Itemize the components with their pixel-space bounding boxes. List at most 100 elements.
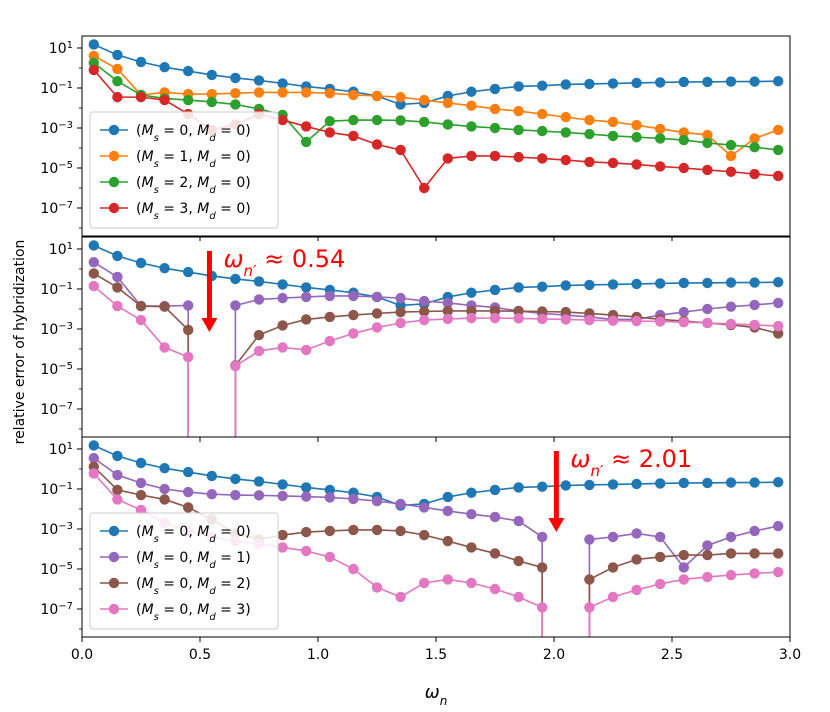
data-point <box>537 313 548 325</box>
legend-entry: (Ms = 1, Md = 0) <box>136 149 251 170</box>
panel-2: 101 10−1 10−3 10−5 10−7 ωn′ ≈ 0.54 <box>40 236 791 442</box>
data-point <box>230 473 241 485</box>
legend-marker <box>108 150 120 162</box>
data-point <box>348 130 359 142</box>
data-point <box>324 484 335 496</box>
data-point <box>301 291 312 303</box>
data-point <box>230 489 241 501</box>
y-tick-label: 10−1 <box>40 281 73 299</box>
arrow-shaft <box>206 251 212 318</box>
data-point <box>253 276 265 287</box>
data-point <box>773 144 784 156</box>
data-point <box>702 303 713 315</box>
data-point <box>725 139 737 151</box>
data-point <box>749 525 760 537</box>
data-point <box>607 479 619 490</box>
data-point <box>135 477 147 489</box>
data-point <box>324 311 335 323</box>
data-point <box>702 540 713 551</box>
data-point <box>607 315 619 326</box>
data-point <box>631 159 642 170</box>
y-tick-label: 101 <box>49 441 73 459</box>
data-point <box>395 99 406 110</box>
data-point <box>277 320 288 331</box>
data-point <box>112 75 123 87</box>
data-point <box>725 318 737 330</box>
series-line <box>93 43 779 106</box>
data-point <box>584 602 595 613</box>
data-point <box>655 278 666 289</box>
x-axis-label: ωn <box>425 682 448 708</box>
legend-entry: (Ms = 0, Md = 0) <box>136 123 251 144</box>
data-point <box>749 299 760 311</box>
data-point <box>135 91 147 103</box>
data-point <box>183 65 194 77</box>
data-point <box>537 153 548 164</box>
data-point <box>277 292 288 304</box>
legend-marker <box>108 603 120 615</box>
data-point <box>371 322 383 333</box>
data-point <box>655 123 666 135</box>
data-point <box>442 97 453 109</box>
data-point <box>112 49 123 61</box>
data-point <box>206 488 217 500</box>
data-point <box>159 94 170 106</box>
data-point <box>277 479 288 490</box>
data-point <box>489 103 501 115</box>
data-point <box>348 309 359 321</box>
data-point <box>631 528 642 539</box>
data-point <box>560 154 571 166</box>
x-tick-label: 2.5 <box>661 647 683 663</box>
data-point <box>678 127 689 138</box>
data-point <box>419 314 430 326</box>
data-point <box>537 125 548 137</box>
data-point <box>301 482 312 493</box>
data-point <box>112 300 123 312</box>
data-point <box>442 305 453 317</box>
data-point <box>773 297 784 309</box>
data-point <box>88 440 100 451</box>
data-point <box>560 314 571 325</box>
data-point <box>301 526 312 538</box>
data-point <box>371 308 383 319</box>
data-point <box>749 477 760 488</box>
data-point <box>135 300 147 312</box>
data-point <box>631 478 642 490</box>
data-point <box>749 133 760 144</box>
data-point <box>277 78 288 89</box>
data-point <box>513 482 524 493</box>
data-point <box>513 105 524 117</box>
data-point <box>678 549 689 561</box>
data-point <box>655 77 666 88</box>
data-point <box>301 491 312 502</box>
legend-entry: (Ms = 3, Md = 0) <box>136 201 251 222</box>
data-point <box>419 502 430 513</box>
data-point <box>631 131 642 143</box>
data-point <box>607 116 619 128</box>
data-point <box>442 491 453 503</box>
data-point <box>301 314 312 325</box>
data-point <box>678 134 689 146</box>
data-point <box>537 602 548 613</box>
data-point <box>135 314 147 326</box>
legend-marker <box>108 176 120 188</box>
data-point <box>159 462 170 474</box>
data-point <box>584 128 595 140</box>
data-point <box>773 520 784 532</box>
data-point <box>112 91 123 103</box>
data-point <box>773 124 784 136</box>
data-point <box>655 316 666 327</box>
data-point <box>371 582 383 593</box>
data-point <box>442 313 453 325</box>
data-point <box>277 529 288 541</box>
annotation-text: ωn′ ≈ 0.54 <box>223 245 345 280</box>
data-point <box>442 297 453 309</box>
data-point <box>230 273 241 285</box>
data-point <box>419 295 430 307</box>
data-point <box>230 300 241 311</box>
data-point <box>88 468 100 479</box>
data-point <box>371 139 383 150</box>
data-point <box>159 342 170 353</box>
data-point <box>159 262 170 274</box>
